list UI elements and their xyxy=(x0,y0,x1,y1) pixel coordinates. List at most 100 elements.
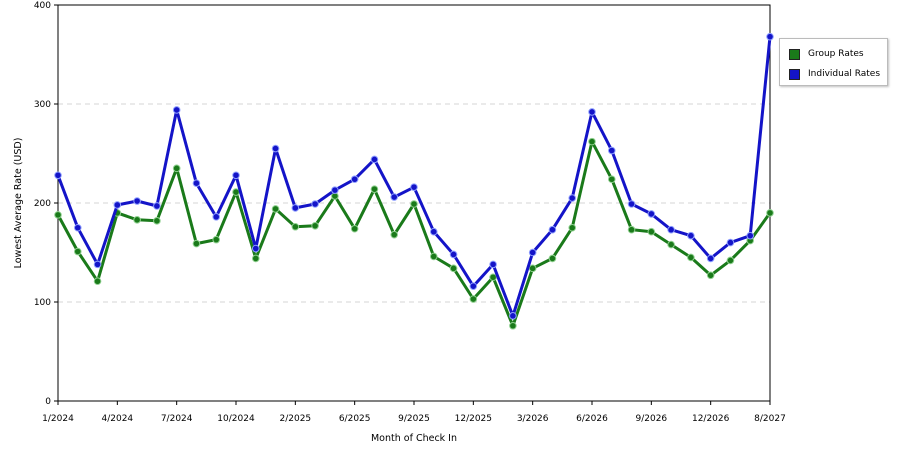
legend: Group Rates Individual Rates xyxy=(779,38,888,86)
data-point-group[interactable] xyxy=(271,205,280,213)
data-point-individual[interactable] xyxy=(153,202,161,210)
data-point-individual[interactable] xyxy=(706,254,715,263)
x-tick-label: 4/2024 xyxy=(101,414,133,424)
y-tick-label: 200 xyxy=(34,199,51,209)
x-axis-title: Month of Check In xyxy=(371,433,457,444)
data-point-group[interactable] xyxy=(528,264,537,273)
data-point-individual[interactable] xyxy=(390,193,399,201)
data-point-individual[interactable] xyxy=(687,231,695,240)
data-point-individual[interactable] xyxy=(133,197,141,205)
data-point-individual[interactable] xyxy=(647,210,656,218)
data-point-group[interactable] xyxy=(429,252,438,261)
data-point-individual[interactable] xyxy=(667,225,675,234)
data-point-group[interactable] xyxy=(548,254,557,263)
data-point-individual[interactable] xyxy=(469,282,478,290)
data-point-individual[interactable] xyxy=(726,238,735,247)
data-point-individual[interactable] xyxy=(509,312,517,320)
data-point-individual[interactable] xyxy=(429,227,438,236)
data-point-group[interactable] xyxy=(588,137,596,146)
data-point-individual[interactable] xyxy=(172,106,181,114)
data-point-group[interactable] xyxy=(251,254,260,263)
data-point-individual[interactable] xyxy=(54,171,62,180)
x-tick-label: 6/2025 xyxy=(339,414,371,424)
data-point-individual[interactable] xyxy=(548,225,557,234)
legend-item-individual: Individual Rates xyxy=(789,68,880,80)
data-point-group[interactable] xyxy=(212,235,221,244)
data-point-individual[interactable] xyxy=(291,204,300,212)
x-tick-label: 7/2024 xyxy=(161,414,193,424)
data-point-group[interactable] xyxy=(509,321,517,330)
data-point-individual[interactable] xyxy=(350,175,359,184)
data-point-group[interactable] xyxy=(311,221,319,230)
x-tick-label: 12/2026 xyxy=(692,414,730,424)
x-tick-label: 9/2026 xyxy=(635,414,667,424)
x-tick-label: 6/2026 xyxy=(576,414,608,424)
x-tick-label: 3/2026 xyxy=(517,414,549,424)
data-point-group[interactable] xyxy=(489,273,497,282)
data-point-individual[interactable] xyxy=(766,32,774,41)
data-point-individual[interactable] xyxy=(73,223,82,232)
data-point-individual[interactable] xyxy=(271,144,280,153)
data-point-group[interactable] xyxy=(607,175,616,184)
data-point-individual[interactable] xyxy=(568,194,577,202)
data-point-individual[interactable] xyxy=(311,200,319,208)
axes: 0 100 200 300 400 1/2024 4/2024 7/2024 10/2024 2/… xyxy=(34,1,786,424)
y-tick-label: 100 xyxy=(34,298,51,308)
data-point-individual[interactable] xyxy=(212,213,221,221)
data-point-individual[interactable] xyxy=(449,250,458,259)
y-tick-label: 400 xyxy=(34,1,51,11)
legend-label-group: Group Rates xyxy=(808,49,864,59)
data-point-group[interactable] xyxy=(568,223,577,232)
data-point-group[interactable] xyxy=(291,222,300,231)
y-tick-label: 300 xyxy=(34,100,51,110)
data-point-individual[interactable] xyxy=(588,108,596,116)
data-point-group[interactable] xyxy=(370,185,379,193)
series xyxy=(54,32,774,330)
data-point-group[interactable] xyxy=(667,240,675,249)
data-point-individual[interactable] xyxy=(232,171,240,180)
data-point-individual[interactable] xyxy=(331,186,339,194)
data-point-group[interactable] xyxy=(647,227,656,236)
data-point-individual[interactable] xyxy=(251,244,260,253)
data-point-individual[interactable] xyxy=(370,155,379,164)
data-point-group[interactable] xyxy=(93,277,102,286)
data-point-group[interactable] xyxy=(232,188,240,196)
legend-label-individual: Individual Rates xyxy=(808,69,881,79)
data-point-group[interactable] xyxy=(449,264,458,273)
data-point-group[interactable] xyxy=(192,239,201,248)
x-tick-label: 8/2027 xyxy=(754,414,786,424)
y-axis-title: Lowest Average Rate (USD) xyxy=(13,138,24,269)
legend-swatch-group xyxy=(789,48,800,60)
x-tick-label: 2/2025 xyxy=(279,414,311,424)
data-point-individual[interactable] xyxy=(410,183,418,191)
x-tick-label: 10/2024 xyxy=(217,414,255,424)
data-point-individual[interactable] xyxy=(113,201,122,209)
data-point-group[interactable] xyxy=(766,209,774,217)
data-point-group[interactable] xyxy=(172,164,181,173)
data-point-individual[interactable] xyxy=(489,260,497,269)
data-point-group[interactable] xyxy=(54,211,62,219)
data-point-group[interactable] xyxy=(627,225,636,234)
data-point-group[interactable] xyxy=(687,253,695,262)
data-point-group[interactable] xyxy=(410,200,418,208)
data-point-group[interactable] xyxy=(469,295,478,303)
data-point-individual[interactable] xyxy=(746,231,755,240)
data-point-group[interactable] xyxy=(350,224,359,233)
data-point-group[interactable] xyxy=(73,247,82,256)
x-tick-label: 9/2025 xyxy=(398,414,430,424)
data-point-group[interactable] xyxy=(726,256,735,265)
data-point-individual[interactable] xyxy=(607,146,616,155)
legend-item-group: Group Rates xyxy=(789,48,864,60)
data-point-individual[interactable] xyxy=(93,260,102,269)
data-point-individual[interactable] xyxy=(192,179,201,187)
series-line-individual xyxy=(56,35,772,318)
data-point-group[interactable] xyxy=(706,271,715,280)
data-point-group[interactable] xyxy=(390,230,399,239)
data-point-individual[interactable] xyxy=(627,200,636,208)
data-point-group[interactable] xyxy=(133,216,141,224)
legend-swatch-individual xyxy=(789,68,800,80)
data-point-individual[interactable] xyxy=(528,248,537,257)
data-point-group[interactable] xyxy=(153,217,161,225)
y-tick-label: 0 xyxy=(45,397,51,407)
x-tick-label: 12/2025 xyxy=(455,414,492,424)
